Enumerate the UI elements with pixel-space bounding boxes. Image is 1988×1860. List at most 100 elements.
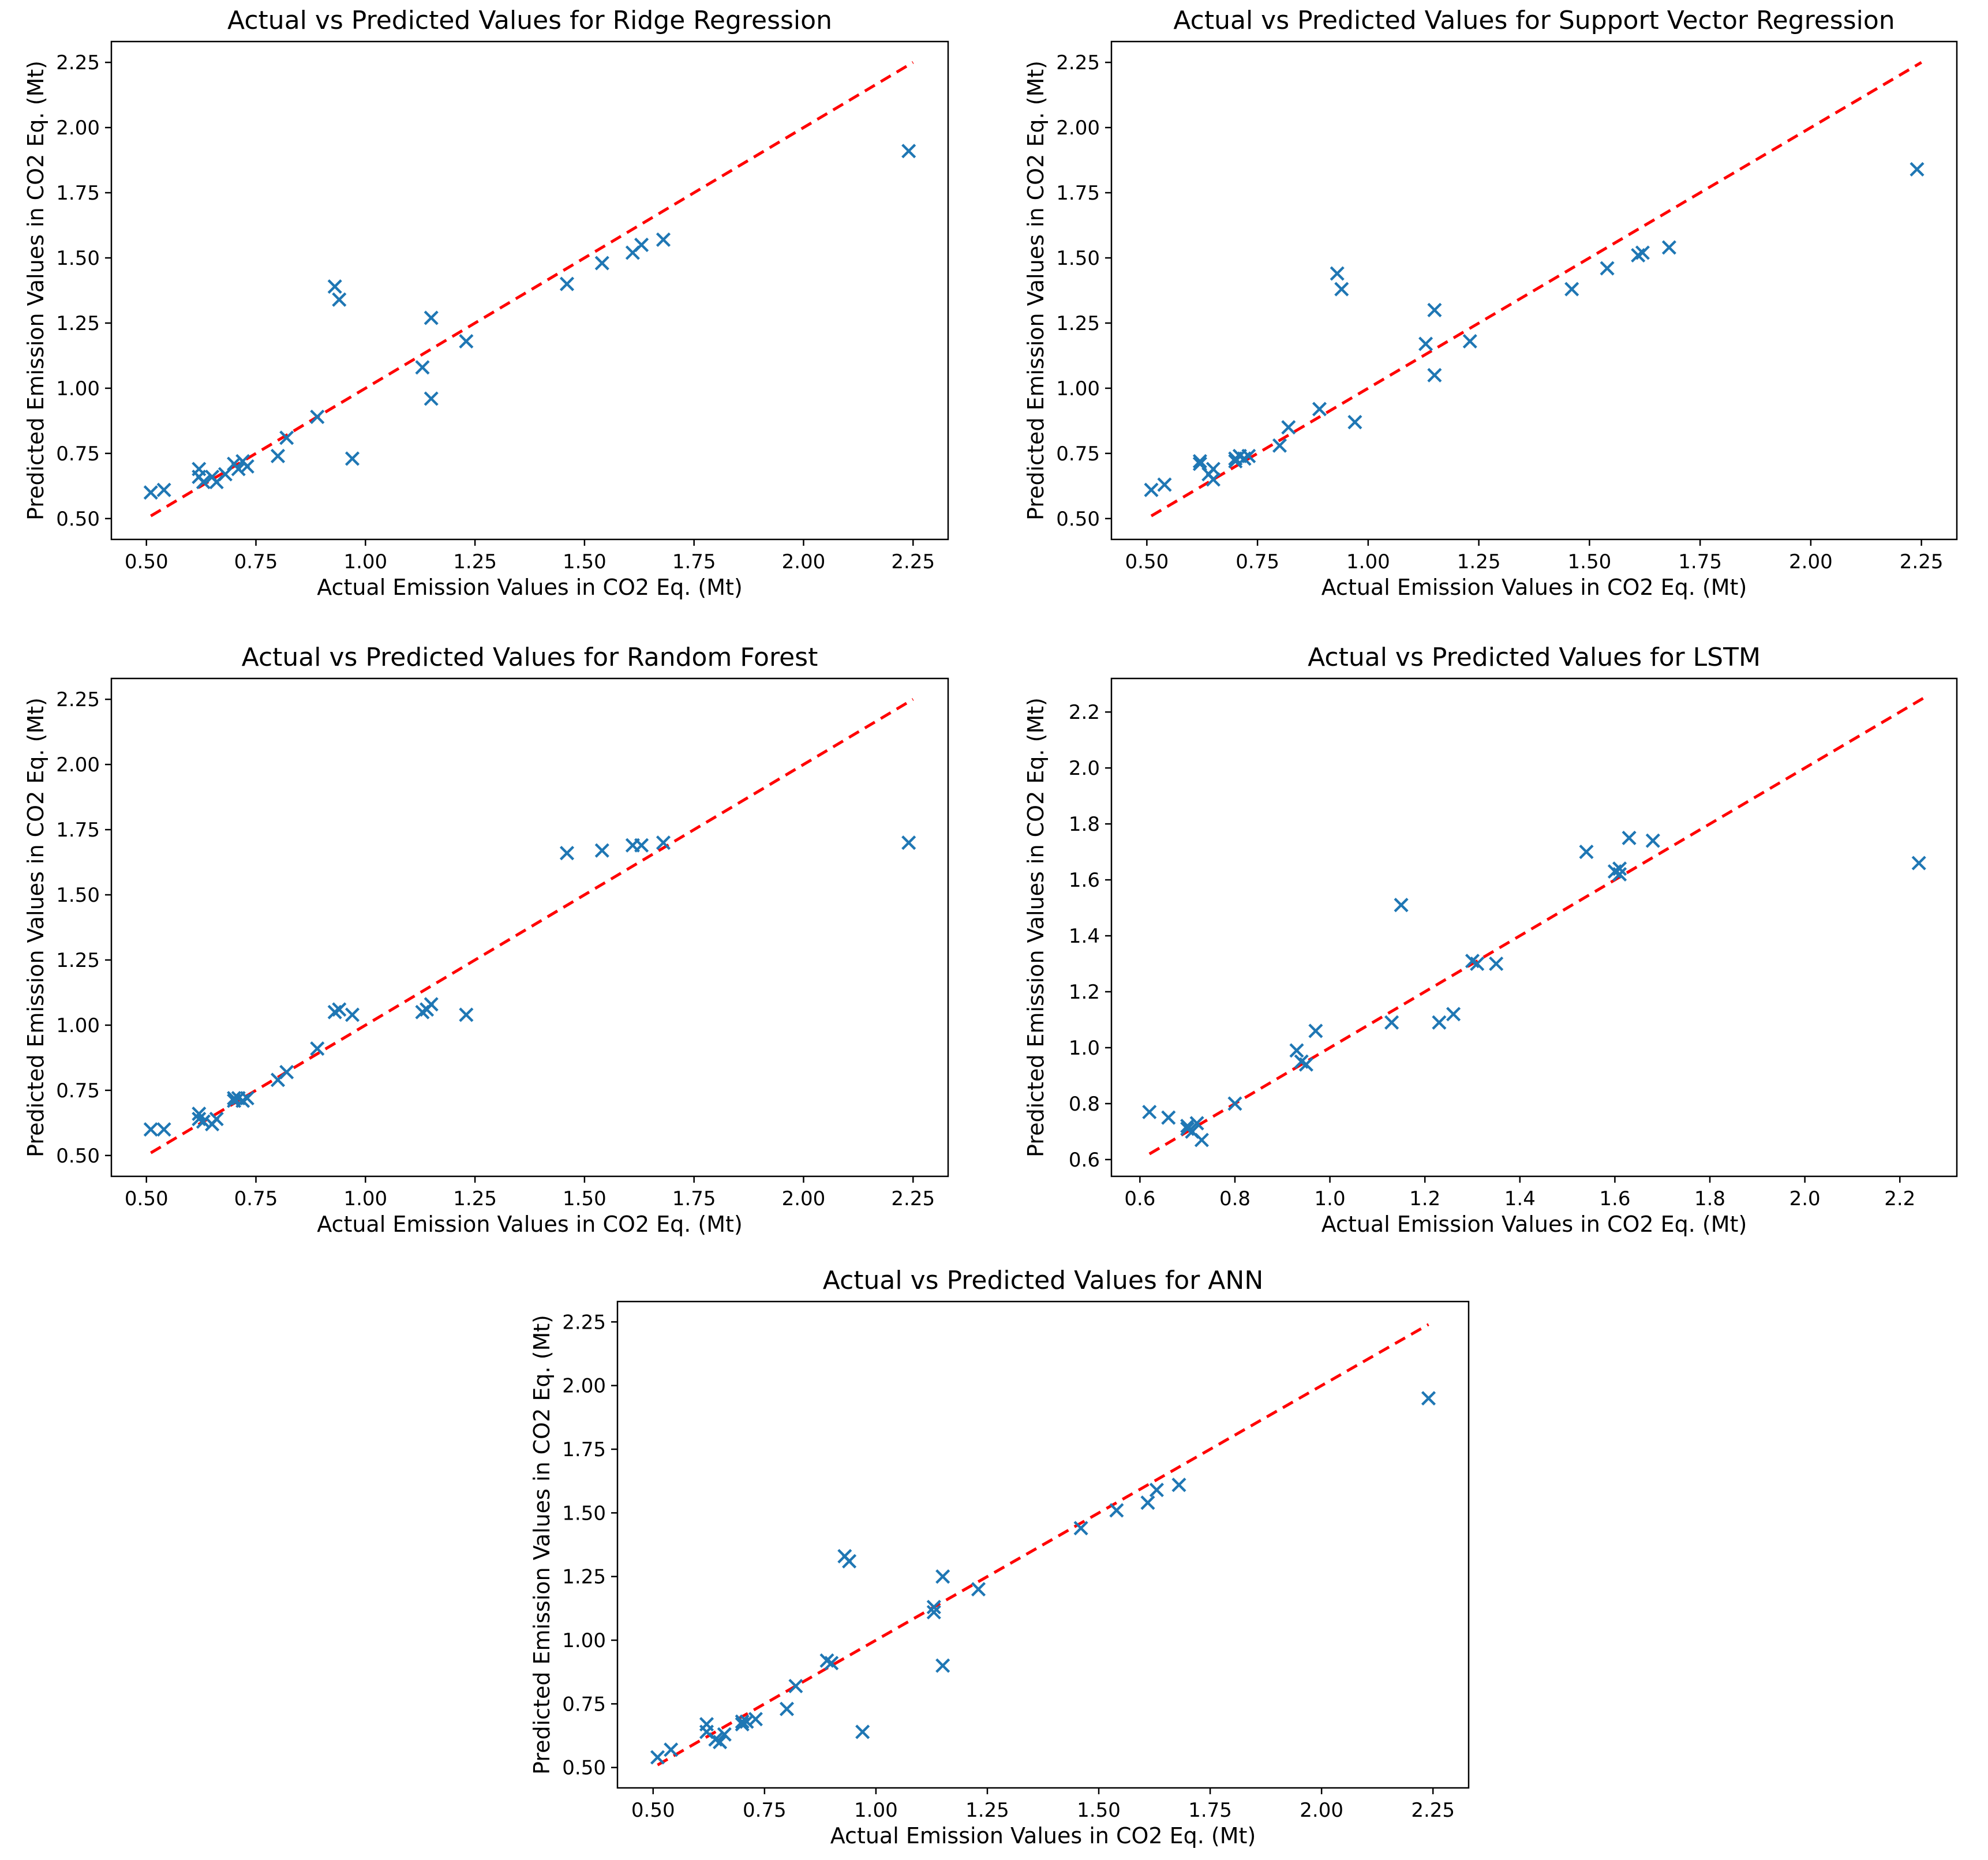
data-point-marker bbox=[156, 1122, 171, 1137]
data-point-marker bbox=[788, 1678, 803, 1694]
y-tick-label: 0.50 bbox=[1056, 508, 1100, 531]
scatter-points bbox=[650, 1391, 1436, 1765]
x-axis-label: Actual Emission Values in CO2 Eq. (Mt) bbox=[1321, 575, 1747, 600]
y-tick-label: 1.25 bbox=[562, 1566, 606, 1589]
data-point-marker bbox=[855, 1724, 870, 1739]
x-axis: 0.6 0.8 1.0 1.2 1.4 1.6 1.8 2.0 2.2 bbox=[1124, 1176, 1915, 1210]
lstm-plot: Actual vs Predicted Values for LSTM 0.6 0.… bbox=[1023, 643, 1958, 1237]
x-tick-label: 0.6 bbox=[1124, 1187, 1155, 1210]
data-point-marker bbox=[735, 1714, 750, 1729]
y-tick-label: 1.50 bbox=[562, 1502, 606, 1525]
data-point-marker bbox=[1289, 1043, 1304, 1058]
data-point-marker bbox=[1622, 830, 1637, 845]
chart-title: Actual vs Predicted Values for LSTM bbox=[1308, 643, 1761, 672]
x-tick-label: 2.25 bbox=[1411, 1799, 1455, 1822]
support-vector-regression-plot: Actual vs Predicted Values for Support V… bbox=[1023, 6, 1958, 600]
data-point-marker bbox=[1579, 845, 1594, 860]
data-point-marker bbox=[717, 1727, 732, 1742]
data-point-marker bbox=[748, 1712, 763, 1727]
y-tick-label: 1.25 bbox=[56, 949, 100, 972]
y-tick-label: 2.25 bbox=[56, 688, 100, 711]
data-point-marker bbox=[1330, 266, 1345, 281]
y-tick-label: 2.00 bbox=[1056, 117, 1100, 140]
y-tick-label: 1.75 bbox=[56, 182, 100, 205]
data-point-marker bbox=[143, 485, 158, 500]
data-point-marker bbox=[1192, 453, 1207, 469]
y-tick-label: 0.75 bbox=[1056, 442, 1100, 466]
x-tick-label: 1.50 bbox=[563, 1187, 606, 1210]
x-tick-label: 2.00 bbox=[1789, 550, 1833, 573]
y-axis: 0.50 0.75 1.00 1.25 1.50 1.75 2.00 2.25 bbox=[1056, 51, 1111, 531]
data-point-marker bbox=[634, 237, 649, 252]
data-point-marker bbox=[1470, 956, 1485, 972]
y-tick-label: 1.75 bbox=[562, 1438, 606, 1461]
y-tick-label: 2.25 bbox=[1056, 51, 1100, 74]
y-tick-label: 1.00 bbox=[56, 377, 100, 400]
data-point-marker bbox=[156, 482, 171, 497]
x-axis-label: Actual Emission Values in CO2 Eq. (Mt) bbox=[1321, 1212, 1747, 1237]
x-axis-label: Actual Emission Values in CO2 Eq. (Mt) bbox=[830, 1823, 1256, 1848]
data-point-marker bbox=[1227, 1096, 1242, 1111]
data-point-marker bbox=[1298, 1057, 1313, 1072]
data-point-marker bbox=[656, 232, 671, 247]
x-tick-label: 0.50 bbox=[1125, 550, 1169, 573]
data-point-marker bbox=[1347, 415, 1362, 430]
x-tick-label: 2.0 bbox=[1789, 1187, 1821, 1210]
data-point-marker bbox=[1612, 867, 1627, 882]
y-tick-label: 0.50 bbox=[56, 1145, 100, 1168]
y-tick-label: 0.50 bbox=[562, 1757, 606, 1780]
y-tick-label: 1.75 bbox=[56, 819, 100, 842]
data-point-marker bbox=[345, 1007, 360, 1022]
data-point-marker bbox=[1157, 477, 1172, 492]
data-point-marker bbox=[901, 144, 916, 159]
data-point-marker bbox=[779, 1701, 795, 1716]
y-tick-label: 1.50 bbox=[56, 884, 100, 907]
data-point-marker bbox=[1194, 1132, 1209, 1148]
x-tick-label: 1.50 bbox=[1077, 1799, 1121, 1822]
data-point-marker bbox=[1427, 367, 1442, 382]
x-tick-label: 1.25 bbox=[453, 1187, 497, 1210]
x-tick-label: 1.00 bbox=[343, 550, 387, 573]
data-point-marker bbox=[634, 838, 649, 853]
scatter-points bbox=[143, 835, 916, 1137]
data-point-marker bbox=[143, 1122, 158, 1137]
data-point-marker bbox=[926, 1604, 941, 1620]
data-point-marker bbox=[935, 1658, 950, 1673]
data-point-marker bbox=[559, 276, 575, 291]
y-tick-label: 0.50 bbox=[56, 508, 100, 531]
data-point-marker bbox=[1241, 448, 1256, 463]
data-point-marker bbox=[1205, 472, 1220, 487]
data-point-marker bbox=[713, 1735, 728, 1750]
y-tick-label: 1.6 bbox=[1069, 869, 1100, 892]
data-point-marker bbox=[1564, 282, 1579, 297]
x-tick-label: 1.00 bbox=[1346, 550, 1390, 573]
data-point-marker bbox=[1272, 438, 1287, 453]
y-tick-label: 1.50 bbox=[1056, 247, 1100, 270]
data-point-marker bbox=[650, 1750, 665, 1765]
data-point-marker bbox=[1489, 956, 1504, 972]
y-tick-label: 1.25 bbox=[1056, 312, 1100, 335]
data-point-marker bbox=[196, 1114, 211, 1129]
data-point-marker bbox=[424, 997, 439, 1012]
identity-line bbox=[1150, 61, 1922, 518]
identity-line bbox=[1148, 696, 1925, 1156]
data-point-marker bbox=[1144, 482, 1159, 497]
lstm-chart: Actual vs Predicted Values for LSTM 0.6 0.… bbox=[1020, 642, 1975, 1244]
x-tick-label: 0.8 bbox=[1219, 1187, 1251, 1210]
y-tick-label: 1.2 bbox=[1069, 981, 1100, 1004]
data-point-marker bbox=[231, 462, 246, 477]
x-tick-label: 1.50 bbox=[563, 550, 606, 573]
data-point-marker bbox=[459, 334, 474, 349]
data-point-marker bbox=[239, 459, 254, 474]
data-point-marker bbox=[239, 1090, 254, 1106]
identity-line bbox=[657, 1323, 1429, 1767]
data-point-marker bbox=[424, 310, 439, 325]
y-axis-label: Predicted Emission Values in CO2 Eq. (Mt… bbox=[23, 697, 48, 1157]
data-point-marker bbox=[1462, 334, 1477, 349]
data-point-marker bbox=[209, 1112, 224, 1127]
data-point-marker bbox=[1612, 861, 1627, 876]
data-point-marker bbox=[279, 1064, 294, 1079]
x-axis-label: Actual Emission Values in CO2 Eq. (Mt) bbox=[317, 575, 743, 600]
y-tick-label: 2.0 bbox=[1069, 757, 1100, 780]
